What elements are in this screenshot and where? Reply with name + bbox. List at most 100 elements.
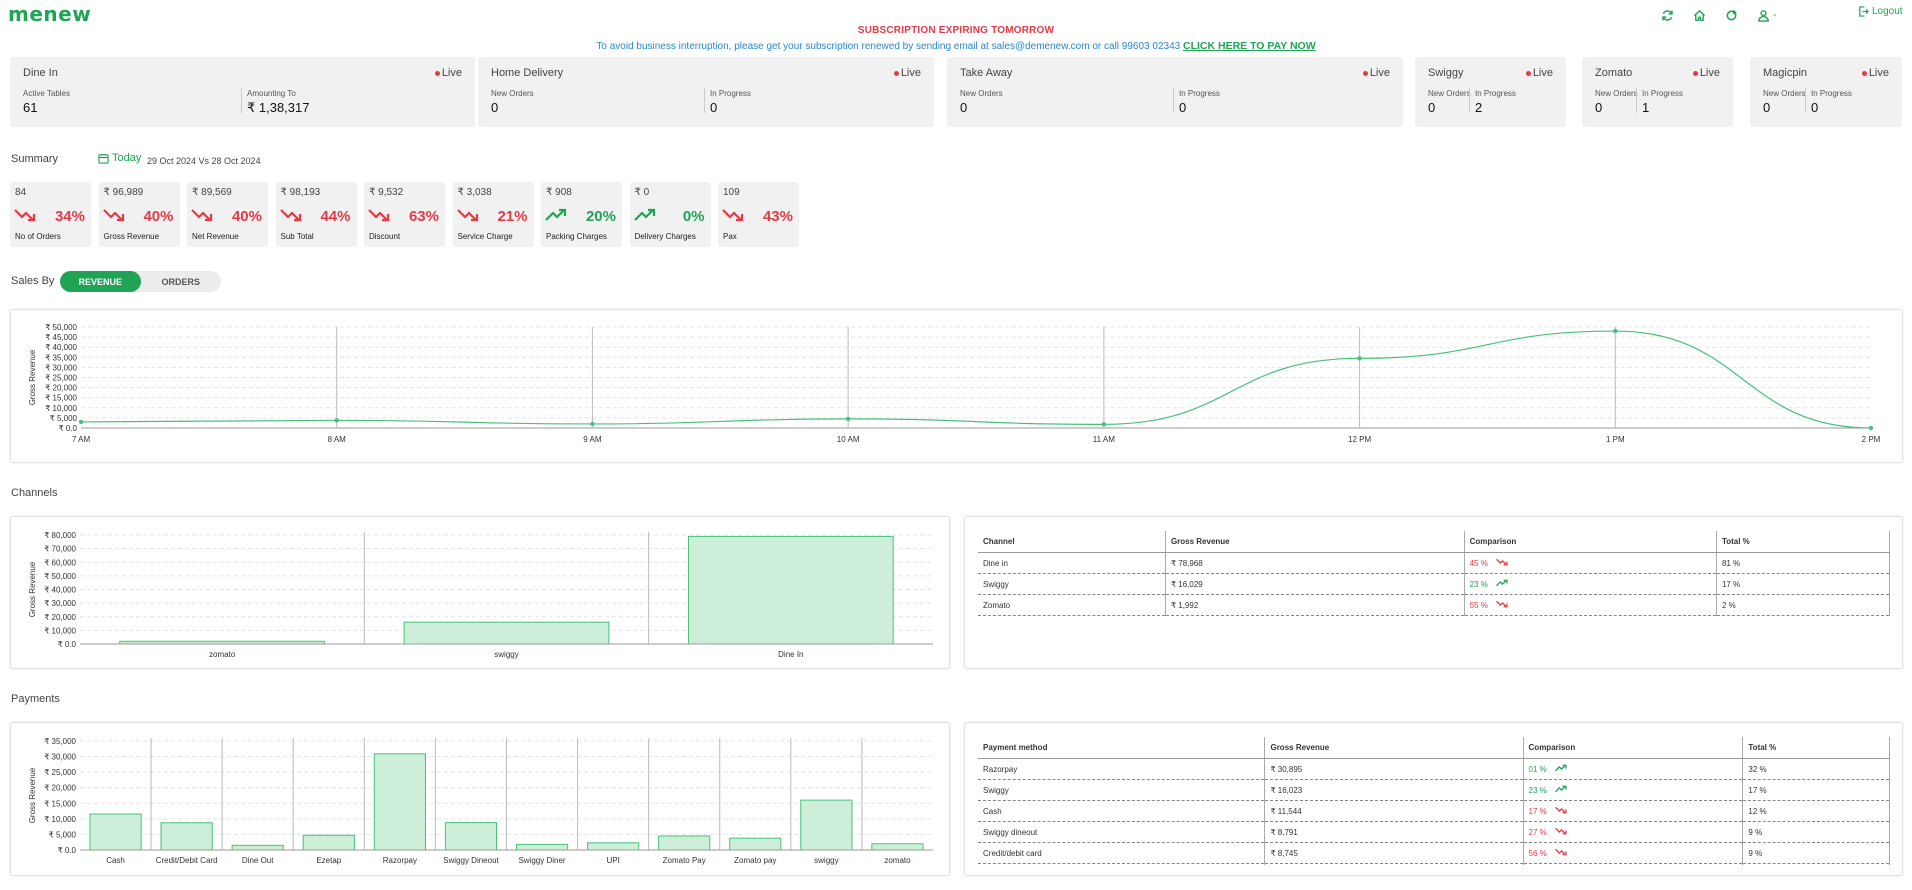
data-point[interactable] [845,416,851,422]
channel-card-take-away[interactable]: Take Away Live New Orders 0 In Progress 0 [947,57,1403,127]
trend-up-icon [1554,764,1567,774]
column-header[interactable]: Payment method [978,737,1266,759]
column-header[interactable]: Comparison [1523,737,1744,759]
bar[interactable] [800,799,853,851]
channel-name: Zomato [1595,67,1633,79]
bar[interactable] [871,843,924,851]
metric-label: New Orders [1428,89,1471,98]
stat-label: Discount [369,232,401,241]
data-point[interactable] [78,419,84,425]
stat-card-pax[interactable]: 109 43% Pax [718,182,799,247]
table-row[interactable]: Ezetap₹ 4,74579 %5 % [978,863,1890,865]
stat-change: 44% [320,208,351,225]
divider [1805,88,1806,113]
stat-value: 109 [723,187,740,198]
column-header[interactable]: Gross Revenue [1165,531,1465,553]
stat-card-packing-charges[interactable]: ₹ 908 20% Packing Charges [541,182,622,247]
column-header[interactable]: Comparison [1464,531,1717,553]
stat-card-service-charge[interactable]: ₹ 3,038 21% Service Charge [452,182,534,247]
bar[interactable] [687,535,894,645]
channels-table: Channel Gross Revenue Comparison Total % Din… [978,531,1891,616]
channel-card-swiggy[interactable]: Swiggy Live New Orders 0 In Progress 2 [1415,57,1566,127]
channel-card-magicpin[interactable]: Magicpin Live New Orders 0 In Progress 0 [1750,57,1902,127]
stat-card-net-revenue[interactable]: ₹ 89,569 40% Net Revenue [187,182,268,247]
stat-card-delivery-charges[interactable]: ₹ 0 0% Delivery Charges [629,182,711,247]
bar[interactable] [403,621,610,645]
table-row[interactable]: Swiggy ₹ 16,029 23 % 17 % [978,573,1891,595]
user-icon[interactable] [1751,5,1775,25]
y-tick-label: ₹ 50,000 [45,323,77,332]
data-point[interactable] [1101,422,1107,427]
row-comparison: 17 % [1523,800,1744,822]
x-tick-label: Zomato Pay [663,856,706,865]
table-row[interactable]: Swiggy dineout ₹ 8,791 27 % 9 % [978,821,1890,843]
revenue-toggle-button[interactable]: REVENUE [60,271,141,292]
stat-card-sub-total[interactable]: ₹ 98,193 44% Sub Total [275,182,357,247]
x-tick-label: 9 AM [583,435,602,444]
trend-down-icon [1495,600,1508,610]
stat-change: 0% [682,208,705,225]
bar[interactable] [444,822,498,851]
orders-toggle-button[interactable]: ORDERS [161,276,200,287]
x-tick-label: Dine In [778,650,803,659]
table-row[interactable]: Razorpay ₹ 30,895 01 % 32 % [978,758,1890,780]
app-logo: menew [8,2,92,26]
y-tick-label: ₹ 0.0 [58,640,77,649]
bar[interactable] [658,835,711,851]
column-header[interactable]: Total % [1716,531,1891,553]
column-header[interactable]: Channel [978,531,1166,553]
table-row[interactable]: Dine in ₹ 78,968 45 % 81 % [978,552,1891,574]
table-row[interactable]: Credit/debit card ₹ 8,745 56 % 9 % [978,842,1890,864]
stat-card-discount[interactable]: ₹ 9,532 63% Discount [364,182,445,247]
divider [1173,88,1174,113]
stat-card-gross-revenue[interactable]: ₹ 96,989 40% Gross Revenue [98,182,180,247]
payments-table-scroll[interactable]: Payment method Gross Revenue Comparison Tot… [965,723,1902,865]
channel-card-home-delivery[interactable]: Home Delivery Live New Orders 0 In Progress 0 [478,57,934,127]
trend-down-icon [722,208,744,227]
bar[interactable] [89,813,142,851]
row-total: 9 % [1742,821,1890,843]
x-tick-label: 10 AM [837,435,860,444]
data-point[interactable] [1613,328,1618,334]
subscription-message-text: To avoid business interruption, please g… [596,41,1181,52]
table-row[interactable]: Zomato ₹ 1,992 55 % 2 % [978,594,1891,616]
logout-button[interactable]: Logout [1858,6,1903,17]
data-point[interactable] [590,421,595,427]
stat-label: No of Orders [15,232,61,241]
channel-card-zomato[interactable]: Zomato Live New Orders 0 In Progress 1 [1582,57,1733,127]
home-icon[interactable] [1687,5,1711,25]
channel-metric: In Progress 2 [1475,89,1516,115]
bar[interactable] [160,822,213,851]
stat-card-no-of-orders[interactable]: 84 34% No of Orders [10,182,91,247]
trend-down-icon [1554,806,1567,816]
data-point[interactable] [1868,425,1874,431]
row-comparison: 56 % [1523,842,1744,864]
metric-label: In Progress [1179,89,1220,98]
sync-icon[interactable] [1719,5,1743,25]
column-header[interactable]: Total % [1742,737,1890,759]
row-name: Zomato [978,594,1166,616]
user-name[interactable]: - [1773,9,1777,21]
table-row[interactable]: Cash ₹ 11,544 17 % 12 % [978,800,1890,822]
bar[interactable] [231,844,284,851]
table-row[interactable]: Swiggy ₹ 16,023 23 % 17 % [978,779,1890,801]
channel-metric: In Progress 1 [1642,89,1683,115]
data-point[interactable] [1357,356,1362,361]
live-label: Live [1699,67,1720,79]
date-picker[interactable]: Today [98,152,141,164]
row-revenue: ₹ 8,791 [1264,821,1524,843]
bar[interactable] [302,834,355,851]
bar[interactable] [515,843,569,851]
y-tick-label: ₹ 10,000 [45,404,77,413]
row-revenue: ₹ 16,023 [1264,779,1524,801]
column-header[interactable]: Gross Revenue [1264,737,1524,759]
channel-card-dine-in[interactable]: Dine In Live Active Tables 61 Amounting To ₹ … [10,57,475,127]
bar[interactable] [587,842,640,851]
bar[interactable] [373,753,426,851]
row-revenue: ₹ 30,895 [1264,758,1524,780]
pay-now-link[interactable]: CLICK HERE TO PAY NOW [1182,40,1316,52]
refresh-icon[interactable] [1655,5,1679,25]
bar[interactable] [729,837,782,851]
x-tick-label: Swiggy Diner [518,856,565,865]
data-point[interactable] [334,418,339,423]
